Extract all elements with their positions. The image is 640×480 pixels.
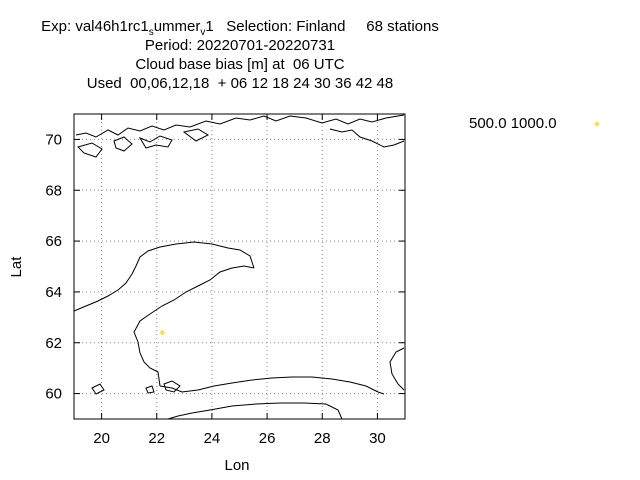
coastline-east-karelia <box>389 347 405 391</box>
axis-ticks: 20 22 24 26 28 30 60 62 64 66 68 70 <box>45 114 405 447</box>
coastline-north <box>75 114 405 138</box>
coastline-bothnia-west <box>73 241 255 312</box>
title-exp-mid: ummer <box>153 18 201 35</box>
coastline-north-2 <box>329 128 405 148</box>
title-exp-sub1: s <box>148 27 154 38</box>
x-axis-label: Lon <box>224 457 249 474</box>
y-tick-label: 70 <box>45 131 62 148</box>
data-point <box>159 329 166 336</box>
legend-entry-label: 500.0 1000.0 <box>469 115 557 132</box>
title-used: Used 00,06,12,18 + 06 12 18 24 30 36 42 … <box>86 75 394 92</box>
coastline-islands-south <box>163 380 181 393</box>
title-exp-sub2: v <box>200 27 206 38</box>
coastline-north-fjord-2 <box>182 128 210 142</box>
y-tick-label: 60 <box>45 386 62 403</box>
title-exp-suffix: 1 Selection: Finland 68 stations <box>205 18 439 35</box>
coastline-north-islands-2 <box>113 136 133 152</box>
legend-marker-diamond <box>594 121 600 127</box>
title-period: Period: 20220701-20220731 <box>144 37 336 54</box>
coastline-gulf-finland <box>159 376 385 395</box>
x-tick-label: 22 <box>148 430 165 447</box>
x-tick-label: 20 <box>93 430 110 447</box>
y-tick-label: 64 <box>45 284 62 301</box>
coastline-aland <box>91 383 105 395</box>
coastline-bothnia-east <box>133 265 255 387</box>
data-points <box>159 329 166 336</box>
x-tick-label: 26 <box>259 430 276 447</box>
coastline-north-fjord <box>138 135 173 149</box>
x-tick-label: 30 <box>369 430 386 447</box>
y-tick-label: 62 <box>45 335 62 352</box>
coastline-estonia <box>167 402 343 420</box>
title-exp-prefix: Exp: val46h1rc1 <box>41 18 149 35</box>
coastline-north-islands <box>77 142 103 158</box>
x-tick-label: 24 <box>204 430 221 447</box>
y-tick-label: 68 <box>45 182 62 199</box>
plot-frame <box>73 113 406 420</box>
title-experiment: Exp: val46h1rc1summerv1 Selection: Finla… <box>0 18 480 38</box>
coastline-islands-south-2 <box>145 385 155 394</box>
y-tick-label: 66 <box>45 233 62 250</box>
title-variable: Cloud base bias [m] at 06 UTC <box>135 56 345 73</box>
y-axis-label: Lat <box>8 256 25 278</box>
grid-lines <box>74 114 405 419</box>
legend-marker <box>594 121 600 127</box>
x-tick-label: 28 <box>314 430 331 447</box>
coastline <box>73 114 405 420</box>
